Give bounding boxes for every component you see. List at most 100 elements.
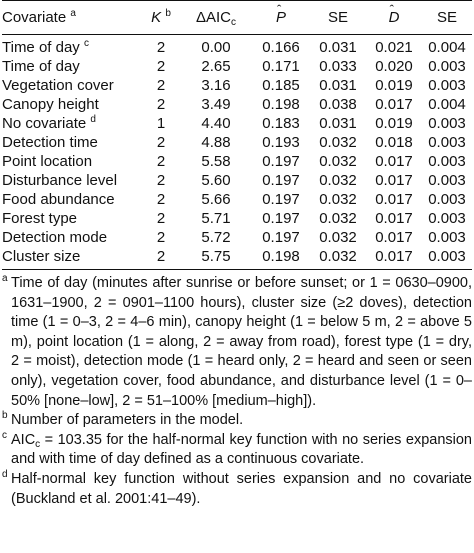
delta-aic-cell: 4.88 (201, 134, 231, 151)
se-cell: 0.031 (319, 77, 357, 94)
se-cell: 0.031 (319, 39, 357, 56)
covariate-cell: Vegetation cover (2, 77, 114, 94)
se-cell: 0.032 (310, 247, 366, 270)
se-cell: 0.032 (319, 210, 357, 227)
header-p-hat: P (252, 0, 310, 35)
footnote-marker: a (2, 273, 8, 284)
delta-aic-cell: 5.66 (201, 191, 231, 208)
footnote-a: a Time of day (minutes after sunrise or b… (2, 273, 472, 409)
p-hat-cell: 0.197 (262, 191, 300, 208)
header-k: K b (142, 0, 180, 35)
footnotes: a Time of day (minutes after sunrise or b… (2, 273, 472, 509)
covariate-cell: Detection time (2, 134, 98, 151)
header-se: SE (422, 0, 472, 35)
k-cell: 2 (156, 153, 166, 170)
d-hat-cell: 0.019 (375, 77, 413, 94)
se-cell: 0.031 (319, 115, 357, 132)
p-hat-cell: 0.197 (262, 210, 300, 227)
d-hat-cell: 0.017 (366, 247, 422, 270)
header-d-hat: D (366, 0, 422, 35)
d-hat-cell: 0.020 (375, 58, 413, 75)
d-hat-cell: 0.018 (375, 134, 413, 151)
delta-aic-cell: 5.75 (180, 247, 252, 270)
d-hat-cell: 0.017 (375, 153, 413, 170)
se-cell: 0.003 (428, 115, 466, 132)
covariate-cell: Time of day c (2, 38, 89, 57)
p-hat-cell: 0.171 (262, 58, 300, 75)
footnote-marker: b (2, 410, 8, 422)
k-cell: 2 (156, 210, 166, 227)
se-cell: 0.004 (428, 39, 466, 56)
se-cell: 0.003 (428, 134, 466, 151)
table-row: Point location 2 5.58 0.197 0.032 0.017 0.003 (2, 152, 472, 171)
p-hat-cell: 0.183 (262, 115, 300, 132)
covariate-cell: Cluster size (2, 247, 142, 270)
se-cell: 0.033 (319, 58, 357, 75)
table-row: Detection time 2 4.88 0.193 0.032 0.018 0.003 (2, 133, 472, 152)
se-cell: 0.032 (319, 229, 357, 246)
header-delta-aic: ΔAICc (180, 0, 252, 35)
k-cell: 2 (156, 58, 166, 75)
delta-aic-cell: 4.40 (201, 115, 231, 132)
footnote-d: d Half-normal key function without series… (2, 468, 472, 507)
delta-aic-cell: 3.49 (201, 96, 231, 113)
k-cell: 2 (156, 134, 166, 151)
covariate-cell: Detection mode (2, 229, 108, 246)
footnote-marker: c (2, 429, 7, 441)
se-cell: 0.003 (428, 210, 466, 227)
p-hat-cell: 0.197 (262, 153, 300, 170)
d-hat-cell: 0.017 (375, 229, 413, 246)
table-row: Time of day c 2 0.00 0.166 0.031 0.021 0.004 (2, 35, 472, 58)
footnote-marker: d (2, 468, 8, 480)
d-hat-cell: 0.019 (375, 115, 413, 132)
se-cell: 0.032 (319, 172, 357, 189)
se-cell: 0.032 (319, 191, 357, 208)
covariate-cell: Point location (2, 153, 93, 170)
d-hat-cell: 0.017 (375, 191, 413, 208)
p-hat-cell: 0.198 (262, 96, 300, 113)
k-cell: 2 (156, 96, 166, 113)
delta-aic-cell: 3.16 (201, 77, 231, 94)
table-row: Cluster size 2 5.75 0.198 0.032 0.017 0.003 (2, 247, 472, 270)
se-cell: 0.003 (428, 172, 466, 189)
footnote-marker: c (83, 38, 89, 49)
covariate-cell: Disturbance level (2, 172, 118, 189)
se-cell: 0.003 (428, 191, 466, 208)
delta-aic-cell: 5.58 (201, 153, 231, 170)
covariate-cell: Food abundance (2, 191, 115, 208)
se-cell: 0.003 (428, 58, 466, 75)
se-cell: 0.032 (319, 134, 357, 151)
d-hat-cell: 0.017 (375, 172, 413, 189)
table-row: Forest type 2 5.71 0.197 0.032 0.017 0.003 (2, 209, 472, 228)
p-hat-cell: 0.198 (252, 247, 310, 270)
footnote-marker: a (70, 8, 76, 19)
k-cell: 2 (156, 77, 166, 94)
k-cell: 2 (156, 191, 166, 208)
delta-aic-cell: 2.65 (201, 58, 231, 75)
se-cell: 0.003 (428, 77, 466, 94)
se-cell: 0.004 (428, 96, 466, 113)
p-hat-cell: 0.197 (262, 229, 300, 246)
header-row: Covariate a K b ΔAICc P SE D SE (2, 0, 472, 35)
table-row: Disturbance level 2 5.60 0.197 0.032 0.017 0.0… (2, 171, 472, 190)
header-se: SE (310, 0, 366, 35)
k-cell: 1 (156, 115, 166, 132)
k-cell: 2 (156, 39, 166, 56)
table-row: Detection mode 2 5.72 0.197 0.032 0.017 0.003 (2, 228, 472, 247)
p-hat-cell: 0.166 (262, 39, 300, 56)
p-hat-cell: 0.185 (262, 77, 300, 94)
d-hat-cell: 0.021 (375, 39, 413, 56)
table-row: Vegetation cover 2 3.16 0.185 0.031 0.019 0.00… (2, 76, 472, 95)
covariate-cell: Time of day (2, 58, 80, 75)
delta-aic-cell: 5.71 (201, 210, 231, 227)
k-cell: 2 (156, 172, 166, 189)
table-row: Food abundance 2 5.66 0.197 0.032 0.017 0.003 (2, 190, 472, 209)
model-selection-table: Covariate a K b ΔAICc P SE D SE Time of … (2, 0, 472, 270)
delta-aic-cell: 5.60 (201, 172, 231, 189)
se-cell: 0.003 (422, 247, 472, 270)
table-row: No covariate d 1 4.40 0.183 0.031 0.019 0.003 (2, 114, 472, 133)
k-cell: 2 (142, 247, 180, 270)
footnote-c: c AICc = 103.35 for the half-normal key f… (2, 429, 472, 468)
se-cell: 0.003 (428, 153, 466, 170)
